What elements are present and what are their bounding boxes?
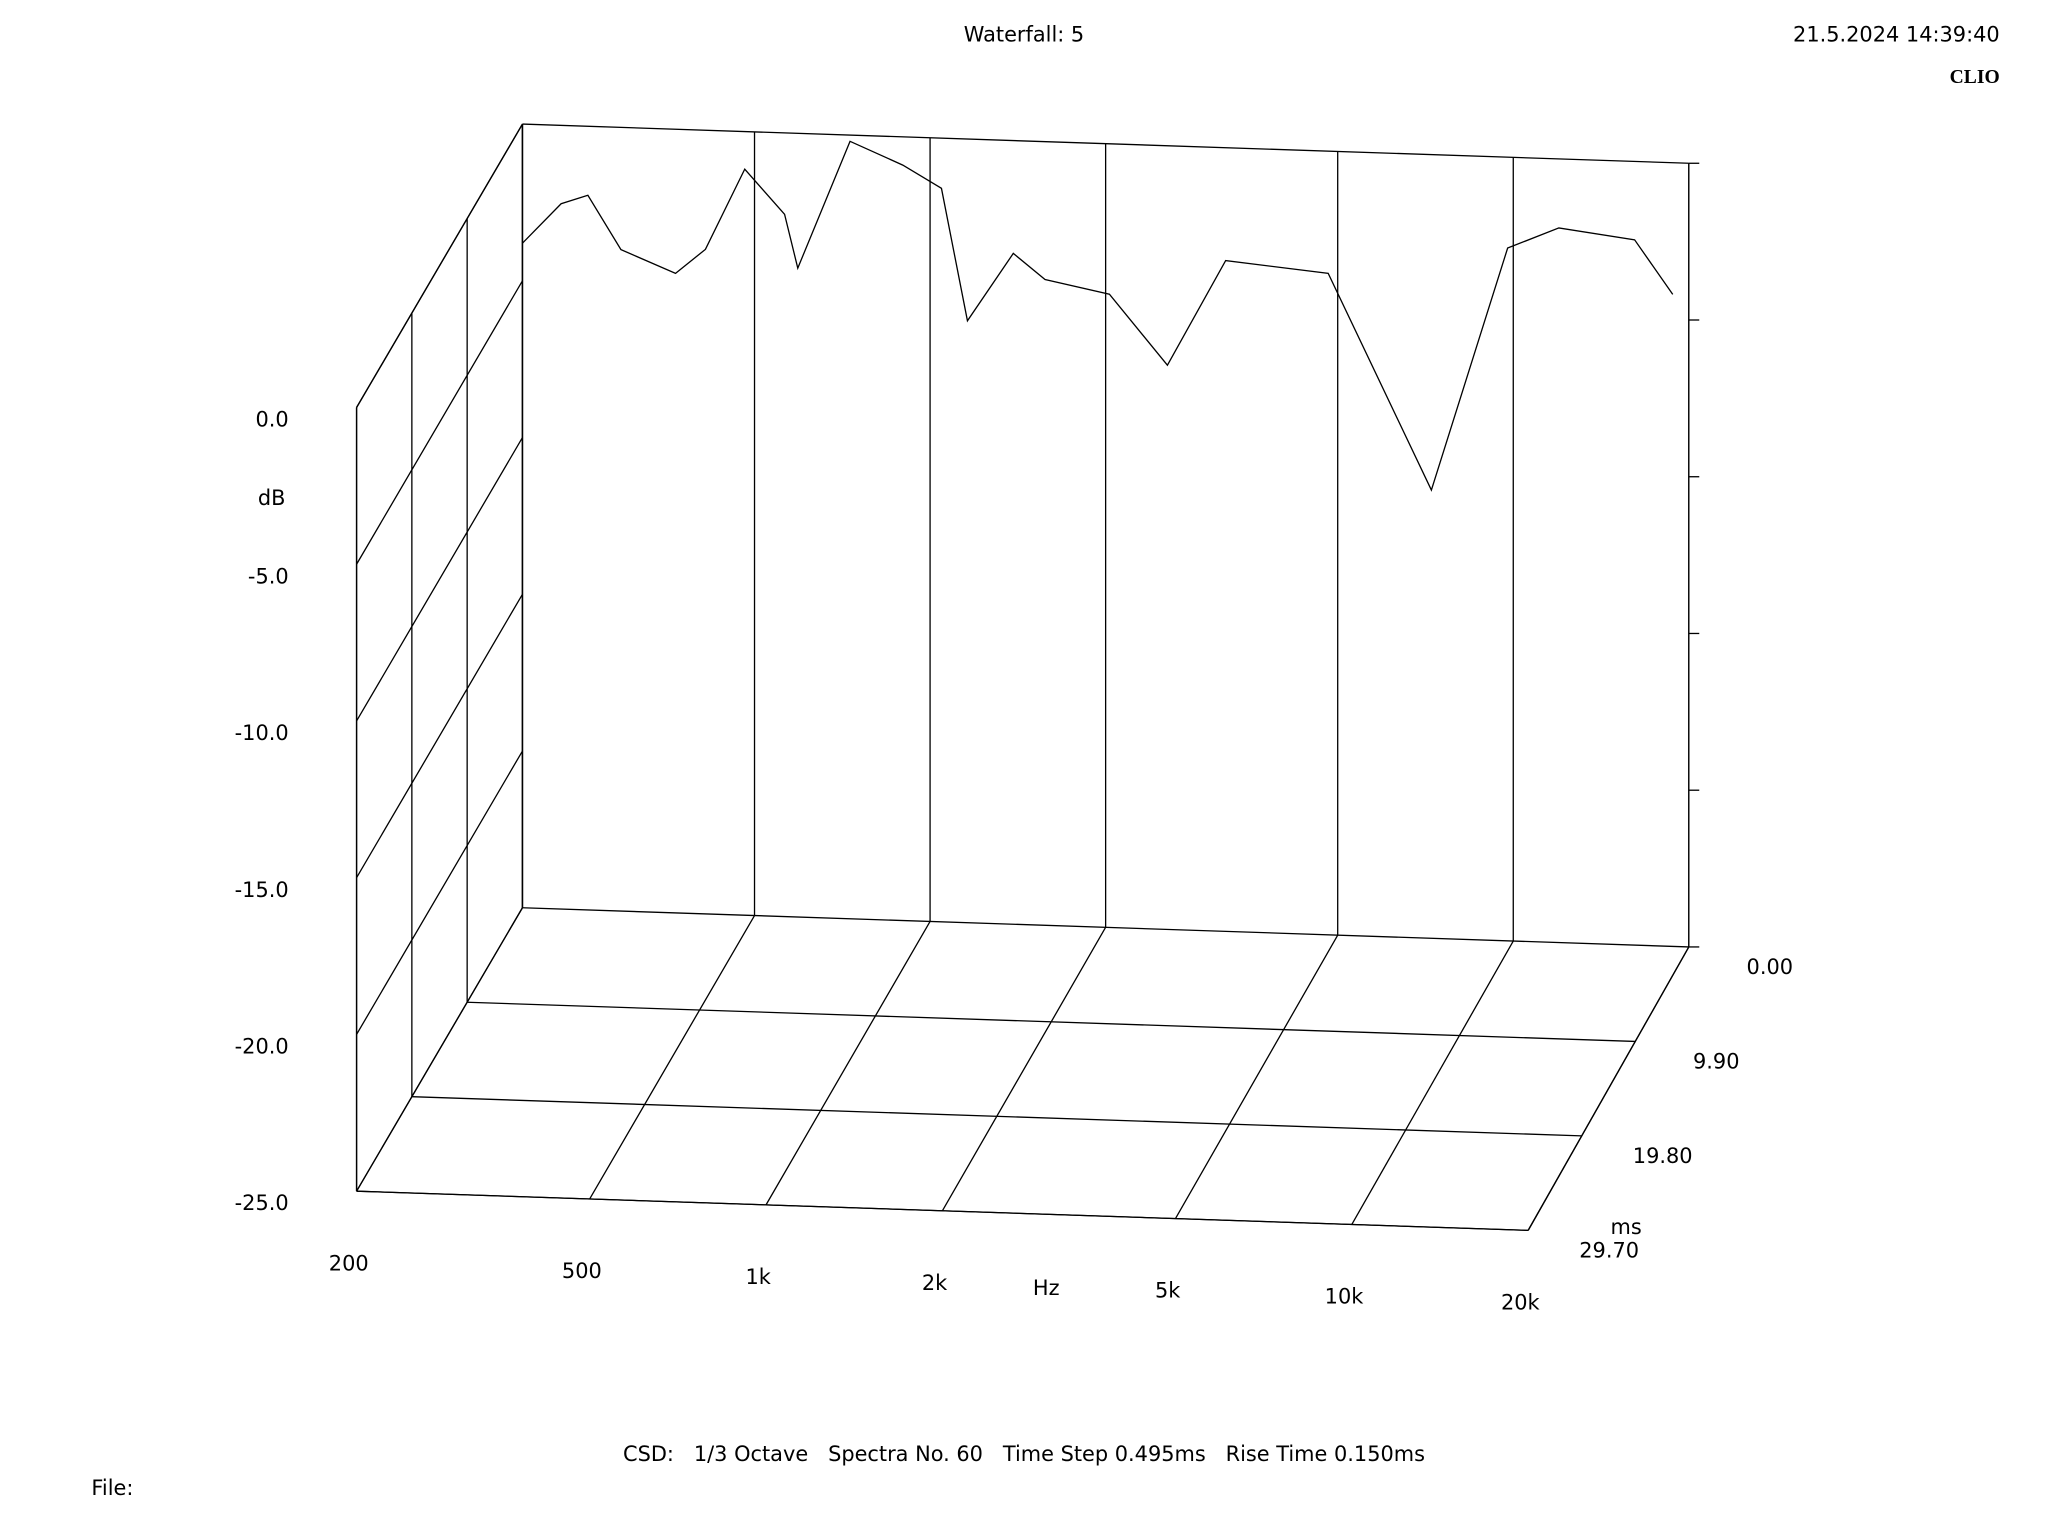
grid-line	[765, 921, 931, 1206]
footer: CSD: 1/3 Octave Spectra No. 60 Time Step…	[623, 1442, 1425, 1466]
spectrum-slice	[521, 140, 1674, 492]
grid-line	[1527, 946, 1690, 1231]
y-tick-label: -25.0	[235, 1191, 289, 1215]
y-tick-label: -15.0	[235, 878, 289, 902]
x-tick-label: 200	[329, 1251, 369, 1275]
timestamp: 21.5.2024 14:39:40	[1793, 22, 2000, 46]
y-tick-label: -5.0	[248, 564, 289, 588]
x-axis-label: Hz	[1033, 1276, 1060, 1300]
grid-line	[467, 1001, 1636, 1043]
grid-line	[1351, 940, 1514, 1225]
grid-line	[411, 1096, 1582, 1137]
chart-title: Waterfall: 5	[964, 22, 1084, 46]
y-tick-label: -10.0	[235, 721, 289, 745]
x-tick-label: 10k	[1325, 1285, 1365, 1309]
z-tick-label: 0.00	[1747, 955, 1793, 979]
x-tick-label: 20k	[1501, 1291, 1541, 1315]
z-tick-label: 19.80	[1633, 1144, 1693, 1168]
y-axis-label: dB	[258, 486, 286, 510]
grid-line	[356, 750, 524, 1035]
grid-line	[356, 593, 524, 879]
y-tick-label: 0.0	[255, 408, 288, 432]
grid-line	[589, 915, 756, 1200]
grid-line	[356, 437, 524, 722]
grid-line	[356, 123, 524, 408]
z-tick-label: 29.70	[1579, 1238, 1639, 1262]
grid-line	[356, 280, 524, 565]
file-label: File:	[91, 1476, 133, 1500]
x-tick-label: 1k	[746, 1265, 772, 1289]
grid-line	[1174, 934, 1339, 1219]
y-tick-label: -20.0	[235, 1035, 289, 1059]
x-tick-label: 2k	[922, 1271, 948, 1295]
z-tick-label: 9.90	[1693, 1049, 1739, 1073]
grid-line	[356, 1190, 1529, 1232]
grid-line	[522, 907, 1689, 948]
grid-line	[941, 927, 1107, 1212]
z-axis-label: ms	[1611, 1215, 1642, 1239]
grid-line	[356, 907, 524, 1192]
x-tick-label: 5k	[1155, 1279, 1181, 1303]
x-tick-label: 500	[562, 1259, 602, 1283]
brand: CLIO	[1950, 67, 2000, 88]
axis-line	[522, 123, 1689, 164]
